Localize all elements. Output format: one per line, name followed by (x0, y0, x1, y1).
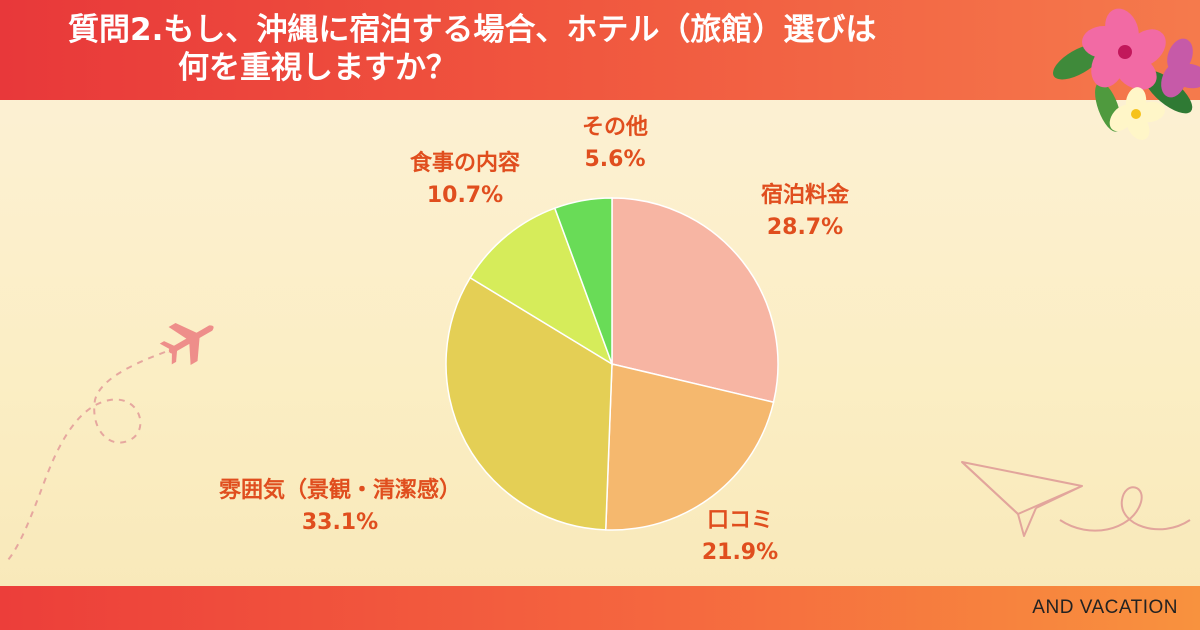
slice-label-text: 雰囲気（景観・清潔感） (218, 478, 461, 503)
slice-label-text: 食事の内容 (409, 151, 520, 176)
footer-banner (0, 586, 1200, 630)
airplane-icon (159, 322, 214, 366)
slice-label-reviews: 口コミ 21.9% (685, 505, 795, 569)
slice-label-value: 33.1% (301, 510, 379, 535)
slice-label-other: その他 5.6% (560, 112, 670, 176)
slice-label-value: 21.9% (701, 540, 779, 565)
question-title-line-2: 何を重視しますか？ (178, 50, 457, 86)
slice-label-text: その他 (581, 115, 648, 140)
slice-label-value: 5.6% (584, 147, 646, 172)
slice-label-value: 28.7% (766, 215, 844, 240)
slice-label-text: 宿泊料金 (760, 183, 849, 208)
question-title-line-1: 質問2.もし、沖縄に宿泊する場合、ホテル（旅館）選びは (68, 12, 877, 48)
slice-label-atmosphere: 雰囲気（景観・清潔感） 33.1% (175, 475, 505, 539)
slice-label-value: 10.7% (426, 183, 504, 208)
slice-label-accommodation-price: 宿泊料金 28.7% (740, 180, 870, 244)
slice-label-text: 口コミ (706, 508, 773, 533)
title-banner (0, 0, 1200, 100)
slice-label-meals: 食事の内容 10.7% (380, 148, 550, 212)
pie-slice-other (553, 197, 613, 365)
pie-slice-accommodation-price (611, 197, 779, 404)
pie-slice-meals (469, 207, 614, 366)
pie-slice-reviews (604, 363, 775, 531)
pie-slice-atmosphere (445, 276, 613, 531)
brand-name: AND VACATION (1032, 597, 1178, 618)
